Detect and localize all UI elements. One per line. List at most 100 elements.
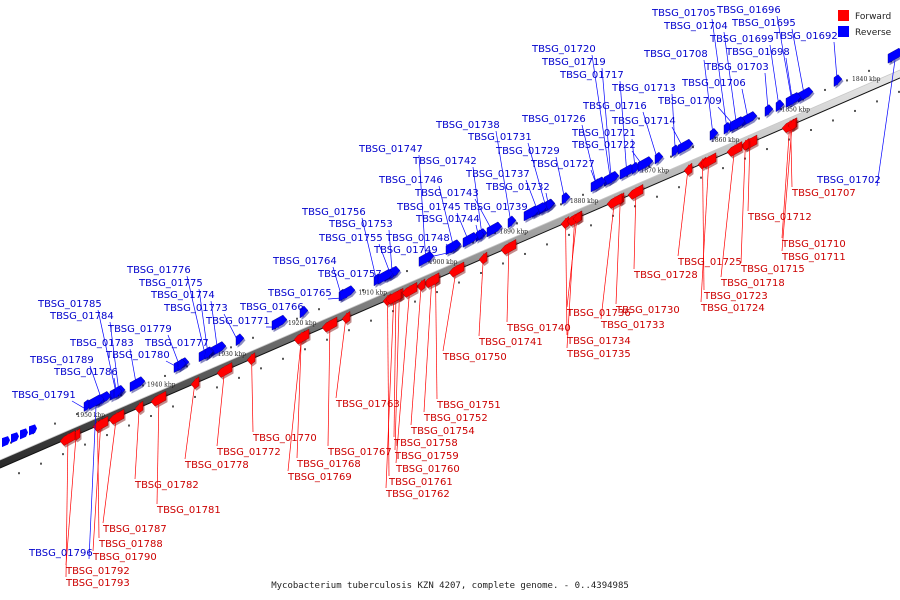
gene-label-tbsg-01755[interactable]: TBSG_01755	[318, 233, 383, 244]
gene-label-tbsg-01787[interactable]: TBSG_01787	[102, 524, 167, 535]
gene-label-tbsg-01779[interactable]: TBSG_01779	[107, 324, 172, 335]
gene-label-tbsg-01783[interactable]: TBSG_01783	[69, 338, 134, 349]
gene-label-tbsg-01699[interactable]: TBSG_01699	[709, 34, 774, 45]
gene-label-tbsg-01723[interactable]: TBSG_01723	[703, 291, 768, 302]
gene-label-tbsg-01735[interactable]: TBSG_01735	[566, 349, 631, 360]
gene-label-tbsg-01741[interactable]: TBSG_01741	[478, 337, 543, 348]
gene-label-tbsg-01746[interactable]: TBSG_01746	[378, 175, 443, 186]
gene-label-tbsg-01764[interactable]: TBSG_01764	[272, 256, 337, 267]
gene-label-tbsg-01696[interactable]: TBSG_01696	[716, 5, 781, 16]
gene-label-tbsg-01747[interactable]: TBSG_01747	[358, 144, 423, 155]
gene-label-tbsg-01745[interactable]: TBSG_01745	[396, 202, 461, 213]
gene-label-tbsg-01743[interactable]: TBSG_01743	[414, 188, 479, 199]
gene-label-tbsg-01784[interactable]: TBSG_01784	[49, 311, 114, 322]
gene-label-tbsg-01726[interactable]: TBSG_01726	[521, 114, 586, 125]
gene-arrow-unlabeled[interactable]	[29, 424, 37, 436]
gene-label-tbsg-01738[interactable]: TBSG_01738	[435, 120, 500, 131]
gene-arrow-tbsg-01767[interactable]	[321, 316, 338, 333]
gene-label-tbsg-01703[interactable]: TBSG_01703	[704, 62, 769, 73]
gene-label-tbsg-01788[interactable]: TBSG_01788	[98, 539, 163, 550]
gene-label-tbsg-01727[interactable]: TBSG_01727	[530, 159, 595, 170]
gene-arrow-tbsg-01714[interactable]	[677, 138, 694, 155]
gene-label-tbsg-01707[interactable]: TBSG_01707	[791, 188, 856, 199]
gene-arrow-tbsg-01740[interactable]	[500, 239, 517, 255]
gene-label-tbsg-01709[interactable]: TBSG_01709	[657, 96, 722, 107]
gene-label-tbsg-01750[interactable]: TBSG_01750	[442, 352, 507, 363]
gene-label-tbsg-01728[interactable]: TBSG_01728	[633, 270, 698, 281]
gene-label-tbsg-01766[interactable]: TBSG_01766	[239, 302, 304, 313]
gene-arrow-tbsg-01783[interactable]	[129, 376, 146, 393]
gene-label-tbsg-01775[interactable]: TBSG_01775	[138, 278, 203, 289]
gene-arrow-tbsg-01739[interactable]	[523, 205, 540, 222]
gene-label-tbsg-01744[interactable]: TBSG_01744	[415, 214, 480, 225]
gene-arrow-tbsg-01781[interactable]	[150, 390, 167, 407]
gene-arrow-tbsg-01771[interactable]	[271, 314, 288, 331]
gene-label-tbsg-01715[interactable]: TBSG_01715	[740, 264, 805, 275]
gene-label-tbsg-01717[interactable]: TBSG_01717	[559, 70, 624, 81]
gene-arrow-tbsg-01720[interactable]	[603, 170, 620, 187]
gene-label-tbsg-01729[interactable]: TBSG_01729	[495, 146, 560, 157]
gene-label-tbsg-01785[interactable]: TBSG_01785	[37, 299, 102, 310]
gene-label-tbsg-01754[interactable]: TBSG_01754	[410, 426, 475, 437]
gene-label-tbsg-01705[interactable]: TBSG_01705	[651, 8, 716, 19]
gene-label-tbsg-01706[interactable]: TBSG_01706	[681, 78, 746, 89]
gene-label-tbsg-01749[interactable]: TBSG_01749	[373, 245, 438, 256]
gene-label-tbsg-01760[interactable]: TBSG_01760	[395, 464, 460, 475]
gene-label-tbsg-01708[interactable]: TBSG_01708	[643, 49, 708, 60]
gene-label-tbsg-01731[interactable]: TBSG_01731	[467, 132, 532, 143]
gene-label-tbsg-01791[interactable]: TBSG_01791	[11, 390, 76, 401]
gene-label-tbsg-01748[interactable]: TBSG_01748	[385, 233, 450, 244]
gene-label-tbsg-01722[interactable]: TBSG_01722	[571, 140, 636, 151]
gene-label-tbsg-01758[interactable]: TBSG_01758	[393, 438, 458, 449]
gene-label-tbsg-01692[interactable]: TBSG_01692	[773, 31, 838, 42]
gene-arrow-tbsg-01698[interactable]	[785, 92, 802, 108]
gene-arrow-unlabeled[interactable]	[20, 428, 28, 440]
gene-label-tbsg-01733[interactable]: TBSG_01733	[600, 320, 665, 331]
gene-label-tbsg-01704[interactable]: TBSG_01704	[663, 21, 728, 32]
gene-label-tbsg-01778[interactable]: TBSG_01778	[184, 460, 249, 471]
gene-label-tbsg-01763[interactable]: TBSG_01763	[335, 399, 400, 410]
gene-label-tbsg-01730[interactable]: TBSG_01730	[615, 305, 680, 316]
gene-label-tbsg-01767[interactable]: TBSG_01767	[327, 447, 392, 458]
gene-arrow-tbsg-01727[interactable]	[590, 176, 607, 193]
gene-arrow-tbsg-01747[interactable]	[418, 251, 435, 267]
gene-label-tbsg-01774[interactable]: TBSG_01774	[150, 290, 215, 301]
gene-label-tbsg-01761[interactable]: TBSG_01761	[388, 477, 453, 488]
gene-label-tbsg-01712[interactable]: TBSG_01712	[747, 212, 812, 223]
gene-label-tbsg-01725[interactable]: TBSG_01725	[677, 257, 742, 268]
gene-label-tbsg-01713[interactable]: TBSG_01713	[611, 83, 676, 94]
gene-label-tbsg-01753[interactable]: TBSG_01753	[328, 219, 393, 230]
gene-label-tbsg-01737[interactable]: TBSG_01737	[465, 169, 530, 180]
gene-label-tbsg-01772[interactable]: TBSG_01772	[216, 447, 281, 458]
gene-label-tbsg-01714[interactable]: TBSG_01714	[611, 116, 676, 127]
gene-label-tbsg-01739[interactable]: TBSG_01739	[463, 202, 528, 213]
gene-label-tbsg-01793[interactable]: TBSG_01793	[65, 578, 130, 589]
gene-arrow-tbsg-01793[interactable]	[59, 430, 76, 446]
gene-label-tbsg-01720[interactable]: TBSG_01720	[531, 44, 596, 55]
gene-label-tbsg-01742[interactable]: TBSG_01742	[412, 156, 477, 167]
gene-label-tbsg-01770[interactable]: TBSG_01770	[252, 433, 317, 444]
gene-arrow-tbsg-01734[interactable]	[560, 216, 570, 229]
gene-label-tbsg-01751[interactable]: TBSG_01751	[436, 400, 501, 411]
gene-label-tbsg-01732[interactable]: TBSG_01732	[485, 182, 550, 193]
gene-label-tbsg-01759[interactable]: TBSG_01759	[394, 451, 459, 462]
gene-label-tbsg-01790[interactable]: TBSG_01790	[92, 552, 157, 563]
gene-label-tbsg-01768[interactable]: TBSG_01768	[296, 459, 361, 470]
gene-label-tbsg-01702[interactable]: TBSG_01702	[816, 175, 881, 186]
gene-label-tbsg-01711[interactable]: TBSG_01711	[781, 252, 846, 263]
gene-label-tbsg-01771[interactable]: TBSG_01771	[205, 316, 270, 327]
gene-arrow-tbsg-01796[interactable]	[88, 394, 105, 410]
gene-label-tbsg-01695[interactable]: TBSG_01695	[731, 18, 796, 29]
gene-arrow-tbsg-01728[interactable]	[627, 184, 644, 200]
gene-arrow-tbsg-01770[interactable]	[246, 352, 256, 365]
gene-label-tbsg-01718[interactable]: TBSG_01718	[720, 278, 785, 289]
gene-label-tbsg-01721[interactable]: TBSG_01721	[571, 128, 636, 139]
gene-label-tbsg-01740[interactable]: TBSG_01740	[506, 323, 571, 334]
gene-label-tbsg-01786[interactable]: TBSG_01786	[53, 367, 118, 378]
gene-label-tbsg-01698[interactable]: TBSG_01698	[725, 47, 790, 58]
gene-arrow-tbsg-01765[interactable]	[339, 285, 356, 302]
gene-label-tbsg-01776[interactable]: TBSG_01776	[126, 265, 191, 276]
gene-label-tbsg-01724[interactable]: TBSG_01724	[700, 303, 765, 314]
gene-label-tbsg-01780[interactable]: TBSG_01780	[105, 350, 170, 361]
gene-arrow-unlabeled[interactable]	[11, 432, 19, 444]
